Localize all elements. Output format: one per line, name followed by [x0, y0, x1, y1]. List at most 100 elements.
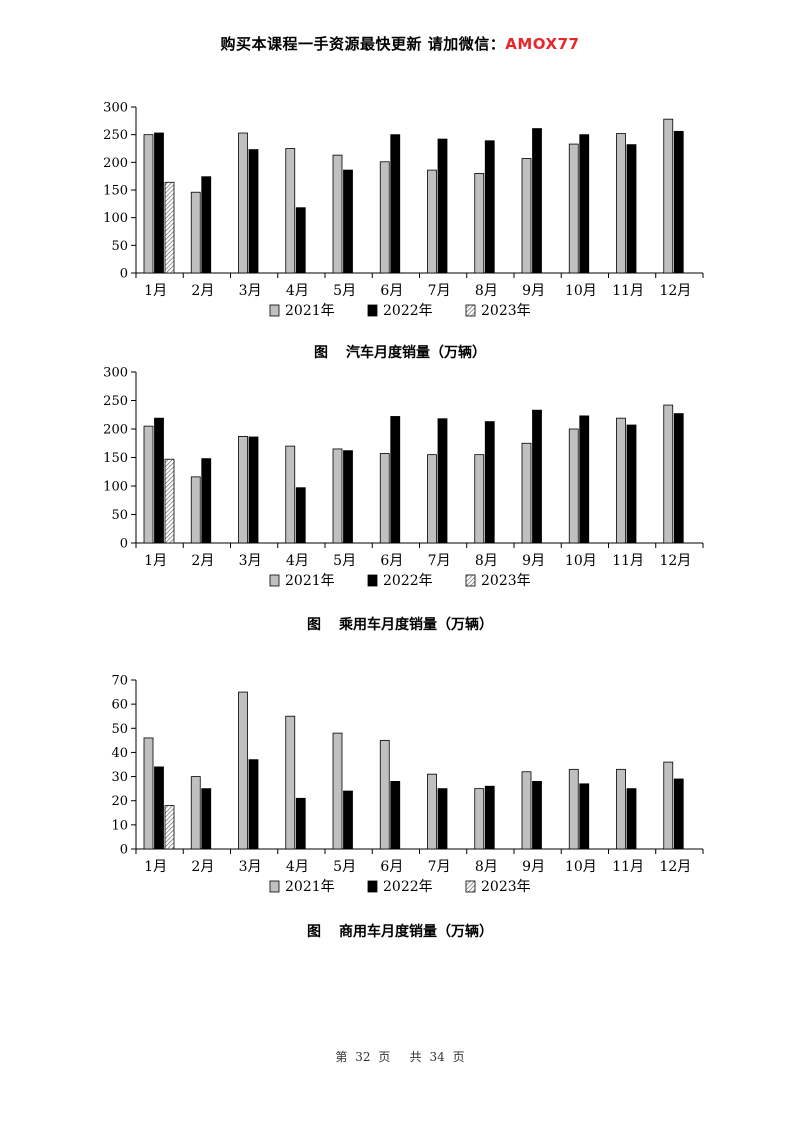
x-tick-label: 12月 — [659, 553, 691, 569]
y-tick-label: 20 — [111, 794, 128, 809]
bar-2022年-10月 — [579, 783, 590, 850]
legend-label: 2022年 — [383, 303, 433, 319]
page-prefix: 第 — [335, 1050, 348, 1064]
bar-2021年-11月 — [616, 768, 626, 850]
bar-2021年-6月 — [379, 739, 390, 850]
bar-2022年-4月 — [295, 797, 306, 850]
bar-2021年-2月 — [190, 191, 201, 274]
chart-car-sales: 0 50 100 150 200 250 300 1月 2月 3月 4月 5月 6月 7月 8月 9月 10月 1… — [0, 95, 800, 335]
legend-label: 2023年 — [481, 303, 531, 319]
bar-2021年-9月 — [521, 158, 532, 274]
x-tick-label: 9月 — [522, 859, 545, 875]
bar-2022年-11月 — [626, 144, 637, 274]
chart-passenger-car-sales: 0 50 100 150 200 250 300 1月 2月 3月 4月 5月 6月 7月 8月 9月 10月 1… — [0, 360, 800, 605]
bar-2021年-10月 — [568, 428, 579, 544]
legend-label: 2022年 — [383, 573, 433, 589]
chart-car-sales-caption: 图 汽车月度销量（万辆） — [0, 342, 800, 362]
chart-passenger-car-sales-caption: 图 乘用车月度销量（万辆） — [0, 614, 800, 634]
y-tick-label: 10 — [111, 818, 128, 833]
legend-label: 2021年 — [285, 303, 335, 319]
x-tick-label: 7月 — [428, 553, 451, 569]
bar-2021年-8月 — [474, 173, 485, 274]
bar-2021年-6月 — [379, 161, 390, 274]
y-tick-label: 150 — [103, 451, 128, 466]
x-tick-label: 8月 — [475, 859, 498, 875]
bar-2021年-4月 — [285, 148, 296, 274]
x-tick-label: 1月 — [144, 283, 167, 299]
figure-label: 图 — [314, 345, 328, 361]
figure-label: 图 — [307, 617, 321, 633]
bar-2022年-11月 — [626, 788, 637, 850]
legend-swatch-2021年 — [269, 574, 280, 587]
x-tick-label: 2月 — [191, 553, 214, 569]
top-banner: 购买本课程一手资源最快更新 请加微信：AMOX77 — [0, 33, 800, 54]
x-tick-label: 8月 — [475, 553, 498, 569]
banner-text: 购买本课程一手资源最快更新 请加微信： — [220, 35, 506, 53]
x-tick-label: 1月 — [144, 553, 167, 569]
page-word: 页 — [378, 1050, 391, 1064]
y-tick-label: 0 — [120, 537, 128, 552]
bar-2022年-12月 — [673, 778, 684, 850]
bar-2021年-9月 — [521, 442, 532, 544]
x-tick-label: 4月 — [286, 553, 309, 569]
bar-2021年-2月 — [190, 776, 201, 850]
x-tick-label: 10月 — [565, 553, 597, 569]
chart-car-sales-svg: 0 50 100 150 200 250 300 1月 2月 3月 4月 5月 6月 7月 8月 9月 10月 1… — [103, 101, 704, 319]
bar-2022年-1月 — [154, 766, 164, 850]
x-tick-label: 6月 — [380, 283, 403, 299]
chart-commercial-vehicle-sales-caption: 图 商用车月度销量（万辆） — [0, 921, 800, 941]
x-tick-label: 3月 — [239, 859, 262, 875]
legend-swatch-2023年 — [465, 304, 476, 317]
bar-2021年-7月 — [427, 169, 437, 274]
x-tick-label: 7月 — [428, 283, 451, 299]
bar-2022年-7月 — [437, 788, 448, 850]
legend-label: 2021年 — [285, 573, 335, 589]
y-tick-label: 200 — [103, 156, 128, 171]
y-tick-label: 200 — [103, 423, 128, 438]
bar-2022年-4月 — [295, 207, 306, 274]
y-tick-label: 70 — [111, 674, 128, 689]
page-number: 32 — [355, 1050, 371, 1064]
x-tick-label: 8月 — [475, 283, 498, 299]
bar-2022年-8月 — [484, 421, 495, 544]
banner-wechat-id: AMOX77 — [505, 35, 580, 53]
y-tick-label: 30 — [111, 770, 128, 785]
bar-2022年-6月 — [390, 416, 401, 544]
bar-2022年-7月 — [437, 418, 448, 544]
x-tick-label: 12月 — [659, 859, 691, 875]
bar-2021年-4月 — [285, 445, 296, 544]
x-tick-label: 3月 — [239, 553, 262, 569]
bar-2021年-6月 — [379, 453, 390, 544]
bar-2021年-7月 — [427, 773, 437, 850]
legend-swatch-2021年 — [269, 880, 280, 893]
bar-2022年-12月 — [673, 413, 684, 544]
y-tick-label: 0 — [120, 267, 128, 282]
x-tick-label: 1月 — [144, 859, 167, 875]
x-tick-label: 9月 — [522, 553, 545, 569]
bar-2023年-1月 — [164, 805, 175, 850]
bar-2021年-3月 — [238, 436, 248, 544]
x-tick-label: 6月 — [380, 859, 403, 875]
legend-swatch-2022年 — [367, 304, 378, 317]
y-tick-label: 300 — [103, 101, 128, 116]
bar-2021年-4月 — [285, 715, 296, 850]
x-tick-label: 11月 — [612, 859, 644, 875]
legend-label: 2021年 — [285, 879, 335, 895]
bar-2021年-12月 — [663, 761, 674, 850]
total-number: 34 — [429, 1050, 445, 1064]
bar-2021年-1月 — [143, 425, 154, 544]
figure-label: 图 — [307, 924, 321, 940]
bar-2021年-11月 — [616, 417, 626, 544]
y-tick-label: 40 — [111, 746, 128, 761]
x-tick-label: 2月 — [191, 859, 214, 875]
y-tick-label: 50 — [111, 722, 128, 737]
x-tick-label: 5月 — [333, 553, 356, 569]
bar-2022年-6月 — [390, 781, 401, 850]
x-tick-label: 7月 — [428, 859, 451, 875]
x-tick-label: 9月 — [522, 283, 545, 299]
bar-2022年-5月 — [343, 169, 353, 274]
bar-2022年-10月 — [579, 415, 590, 544]
bar-2021年-7月 — [427, 454, 437, 544]
bar-2022年-5月 — [343, 450, 353, 544]
bar-2022年-9月 — [532, 781, 542, 850]
